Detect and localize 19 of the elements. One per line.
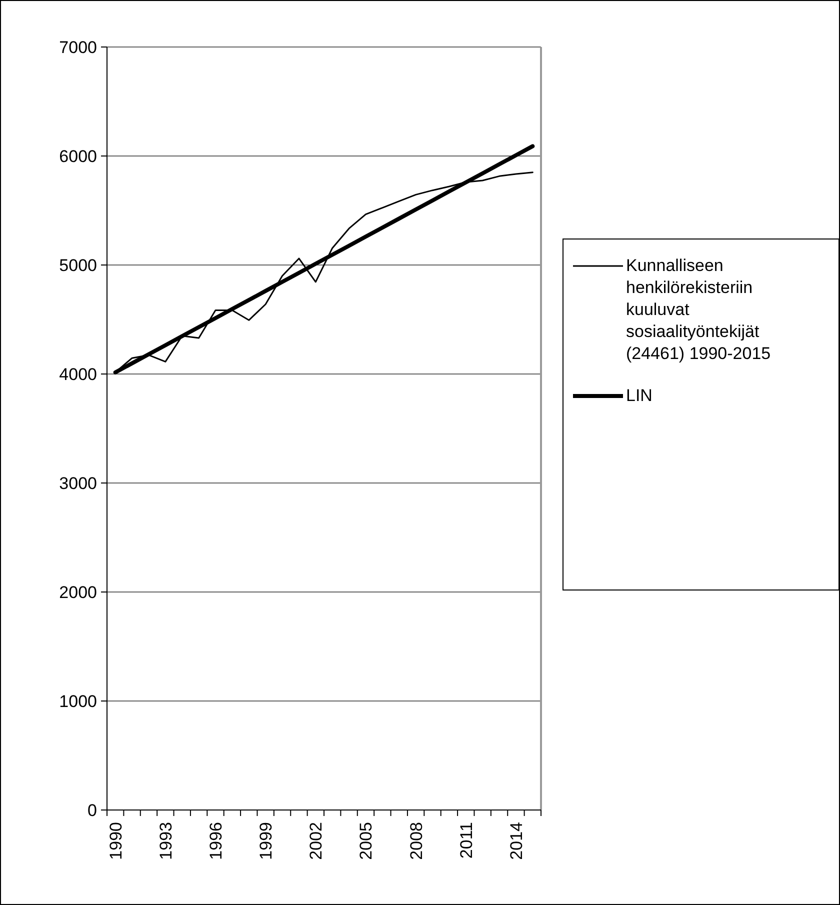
y-tick-label: 2000: [59, 582, 97, 602]
y-tick-label: 3000: [59, 474, 97, 493]
x-tick-label: 2008: [406, 822, 426, 860]
y-tick-label: 1000: [59, 692, 97, 711]
x-tick-label: 1993: [156, 822, 176, 860]
y-tick-label: 5000: [59, 256, 97, 275]
y-tick-label: 7000: [59, 38, 97, 57]
x-tick-label: 2011: [456, 822, 476, 859]
y-tick-label: 6000: [59, 146, 97, 166]
x-tick-label: 2014: [506, 822, 526, 860]
y-tick-label: 0: [88, 800, 97, 820]
x-tick-label: 2002: [306, 822, 326, 860]
x-tick-label: 1999: [256, 822, 276, 860]
x-tick-label: 1996: [206, 822, 226, 860]
x-tick-label: 2005: [356, 822, 376, 860]
legend-label: Kunnalliseen henkilörekisteriin kuuluvat sosiaalityöntekijät (24461) 1990-2015: [626, 256, 771, 363]
x-tick-label: 1990: [106, 822, 126, 860]
legend-label: LIN: [626, 386, 652, 405]
y-tick-label: 4000: [59, 364, 97, 384]
